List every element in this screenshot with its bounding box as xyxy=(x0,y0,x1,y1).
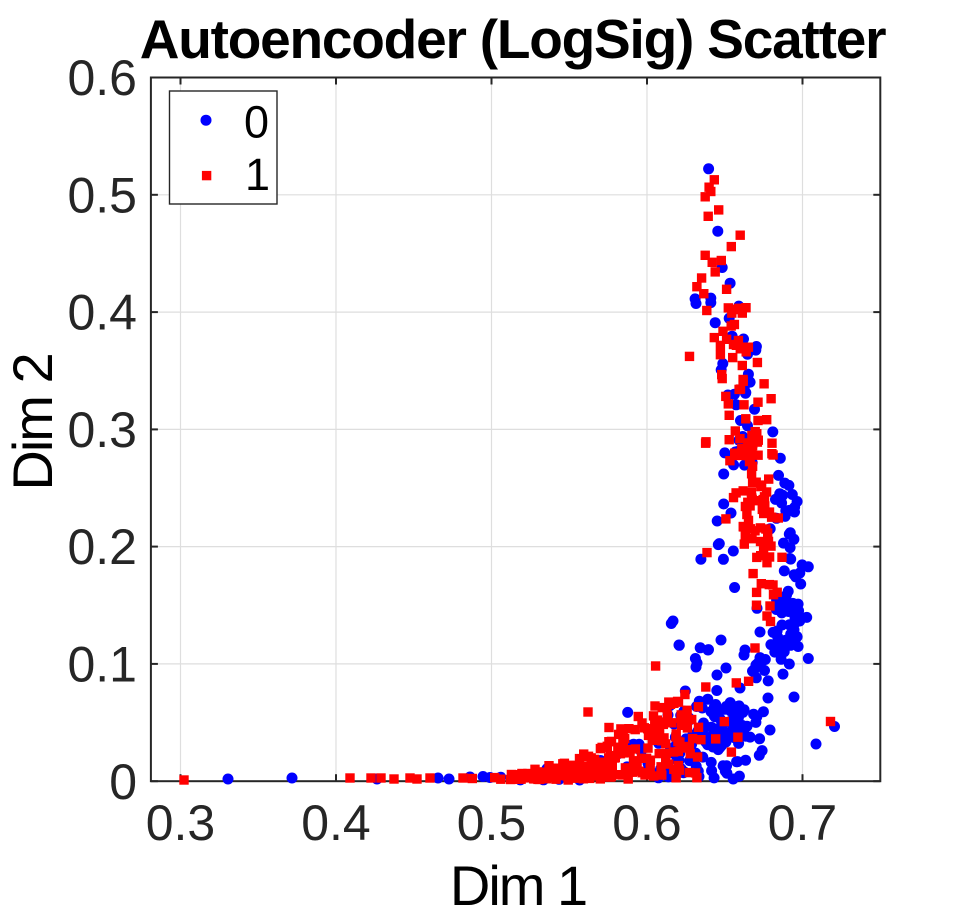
svg-text:0.4: 0.4 xyxy=(301,795,371,851)
svg-text:0.6: 0.6 xyxy=(612,795,682,851)
svg-text:0: 0 xyxy=(109,754,137,810)
svg-text:Dim 2: Dim 2 xyxy=(1,354,64,490)
svg-text:Autoencoder (LogSig) Scatter: Autoencoder (LogSig) Scatter xyxy=(140,8,886,70)
svg-text:0.7: 0.7 xyxy=(768,795,838,851)
svg-text:0.4: 0.4 xyxy=(67,285,137,341)
svg-text:0.5: 0.5 xyxy=(457,795,527,851)
svg-text:1: 1 xyxy=(245,149,270,200)
svg-text:0.1: 0.1 xyxy=(67,637,137,693)
svg-text:0.6: 0.6 xyxy=(67,50,137,106)
svg-text:0.5: 0.5 xyxy=(67,167,137,223)
svg-text:0.3: 0.3 xyxy=(146,795,216,851)
svg-text:0.3: 0.3 xyxy=(67,402,137,458)
svg-text:0: 0 xyxy=(244,96,269,147)
svg-text:0.2: 0.2 xyxy=(67,519,137,575)
svg-text:Dim 1: Dim 1 xyxy=(450,854,586,916)
